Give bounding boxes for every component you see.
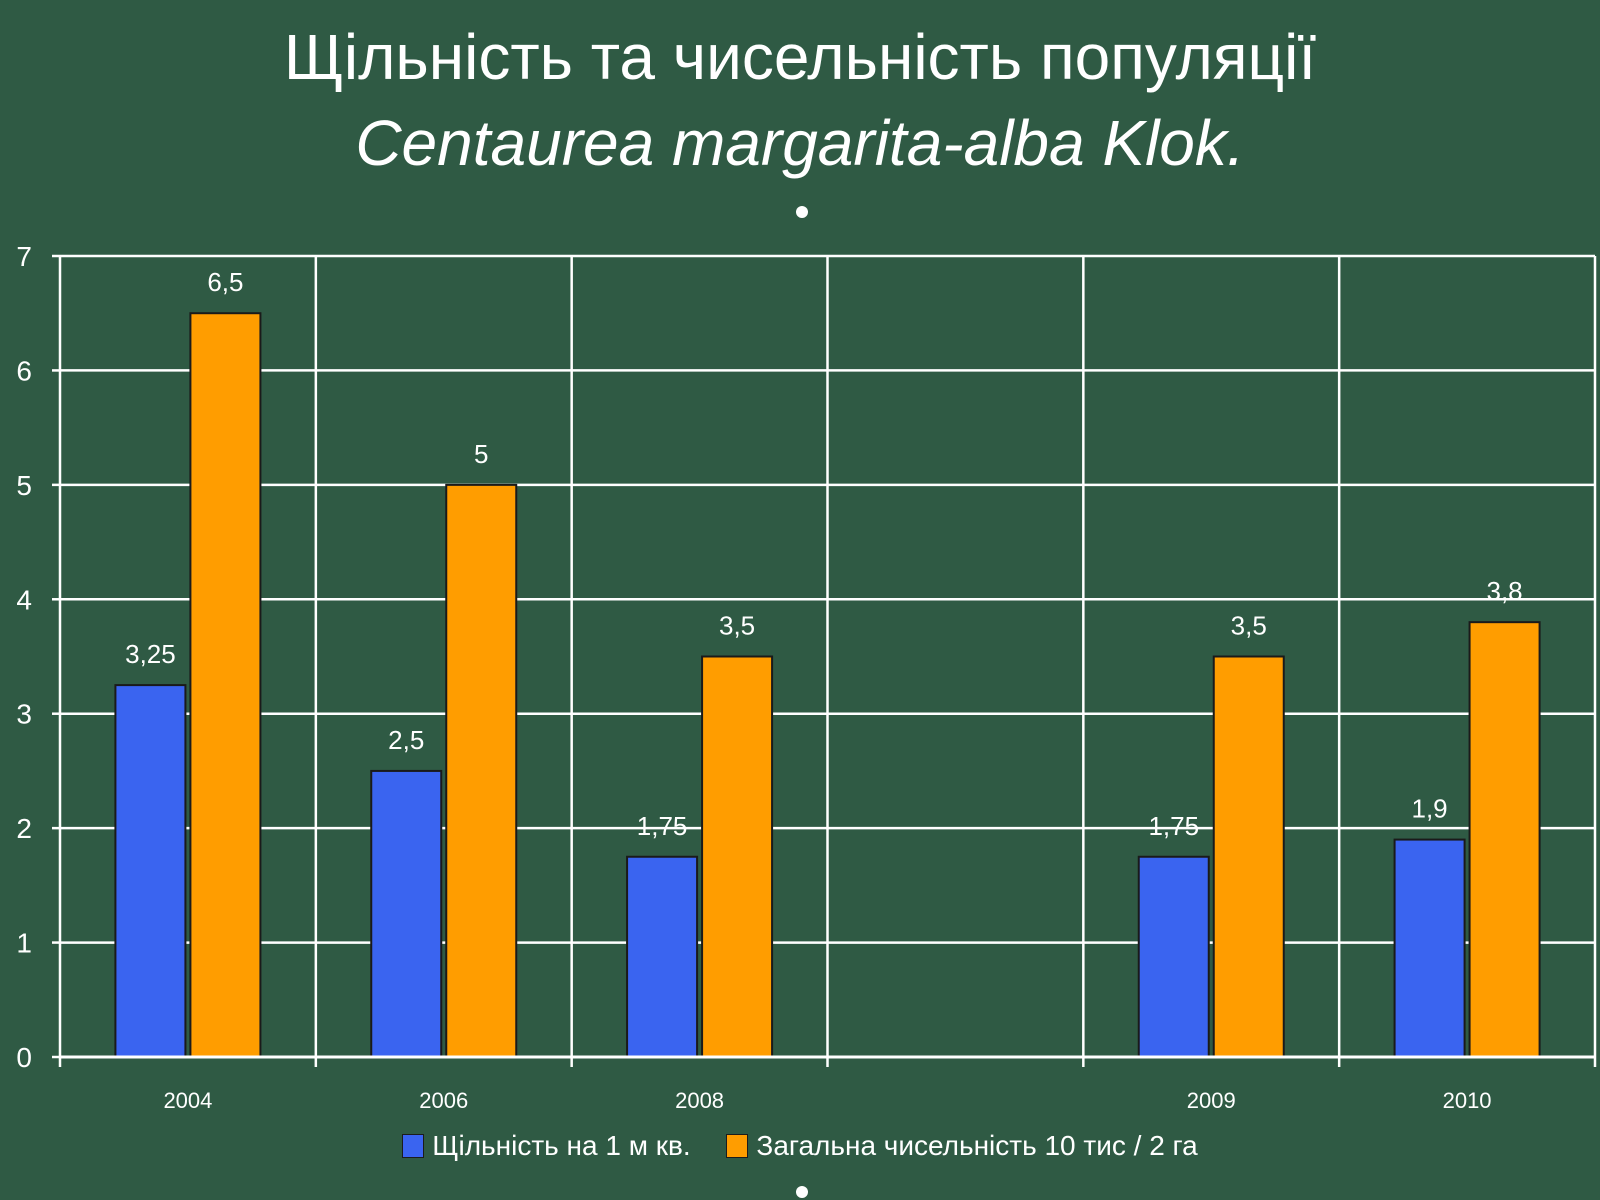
bar-density bbox=[370, 769, 443, 1059]
data-label: 6,5 bbox=[207, 267, 243, 297]
data-label: 1,9 bbox=[1412, 794, 1448, 824]
legend-swatch-density bbox=[402, 1134, 425, 1158]
legend: Щільність на 1 м кв. Загальна чисельніст… bbox=[0, 1126, 1600, 1166]
y-tick-label: 2 bbox=[16, 813, 32, 844]
x-tick-label: 2009 bbox=[1187, 1088, 1236, 1113]
bar-density bbox=[626, 855, 699, 1058]
bar-density bbox=[1137, 855, 1210, 1058]
data-label: 3,25 bbox=[125, 639, 176, 669]
bar-density bbox=[1393, 838, 1466, 1058]
x-tick-label: 2010 bbox=[1443, 1088, 1492, 1113]
x-tick-label: 2008 bbox=[675, 1088, 724, 1113]
chart-title-line1: Щільність та чисельність популяції bbox=[283, 21, 1317, 93]
data-label: 1,75 bbox=[637, 811, 688, 841]
legend-item-density: Щільність на 1 м кв. bbox=[402, 1126, 691, 1166]
y-tick-label: 1 bbox=[16, 928, 32, 959]
y-tick-label: 4 bbox=[16, 584, 32, 615]
data-label: 1,75 bbox=[1148, 811, 1199, 841]
bullet-dot-top bbox=[796, 206, 808, 218]
bar-total bbox=[1212, 655, 1285, 1058]
bar-total bbox=[701, 655, 774, 1058]
bar-total bbox=[445, 483, 518, 1059]
y-tick-label: 3 bbox=[16, 699, 32, 730]
y-tick-label: 5 bbox=[16, 470, 32, 501]
data-label: 3,8 bbox=[1487, 576, 1523, 606]
y-tick-label: 6 bbox=[16, 355, 32, 386]
legend-swatch-total bbox=[726, 1134, 749, 1158]
data-label: 3,5 bbox=[1231, 611, 1267, 641]
data-label: 5 bbox=[474, 439, 488, 469]
bar-density bbox=[114, 684, 187, 1058]
legend-label-density: Щільність на 1 м кв. bbox=[432, 1130, 691, 1161]
chart-title: Щільність та чисельність популяції Centa… bbox=[0, 14, 1600, 186]
x-tick-label: 2004 bbox=[163, 1088, 212, 1113]
data-label: 2,5 bbox=[388, 725, 424, 755]
x-tick-label: 2006 bbox=[419, 1088, 468, 1113]
legend-label-total: Загальна чисельність 10 тис / 2 га bbox=[756, 1130, 1198, 1161]
chart-title-line2: Centaurea margarita-alba Klok. bbox=[355, 107, 1245, 179]
bar-total bbox=[1468, 621, 1541, 1059]
y-tick-label: 0 bbox=[16, 1042, 32, 1073]
legend-item-total: Загальна чисельність 10 тис / 2 га bbox=[726, 1126, 1198, 1166]
bullet-dot-bottom bbox=[796, 1186, 808, 1198]
y-tick-label: 7 bbox=[16, 241, 32, 272]
bar-total bbox=[189, 312, 262, 1058]
data-label: 3,5 bbox=[719, 611, 755, 641]
